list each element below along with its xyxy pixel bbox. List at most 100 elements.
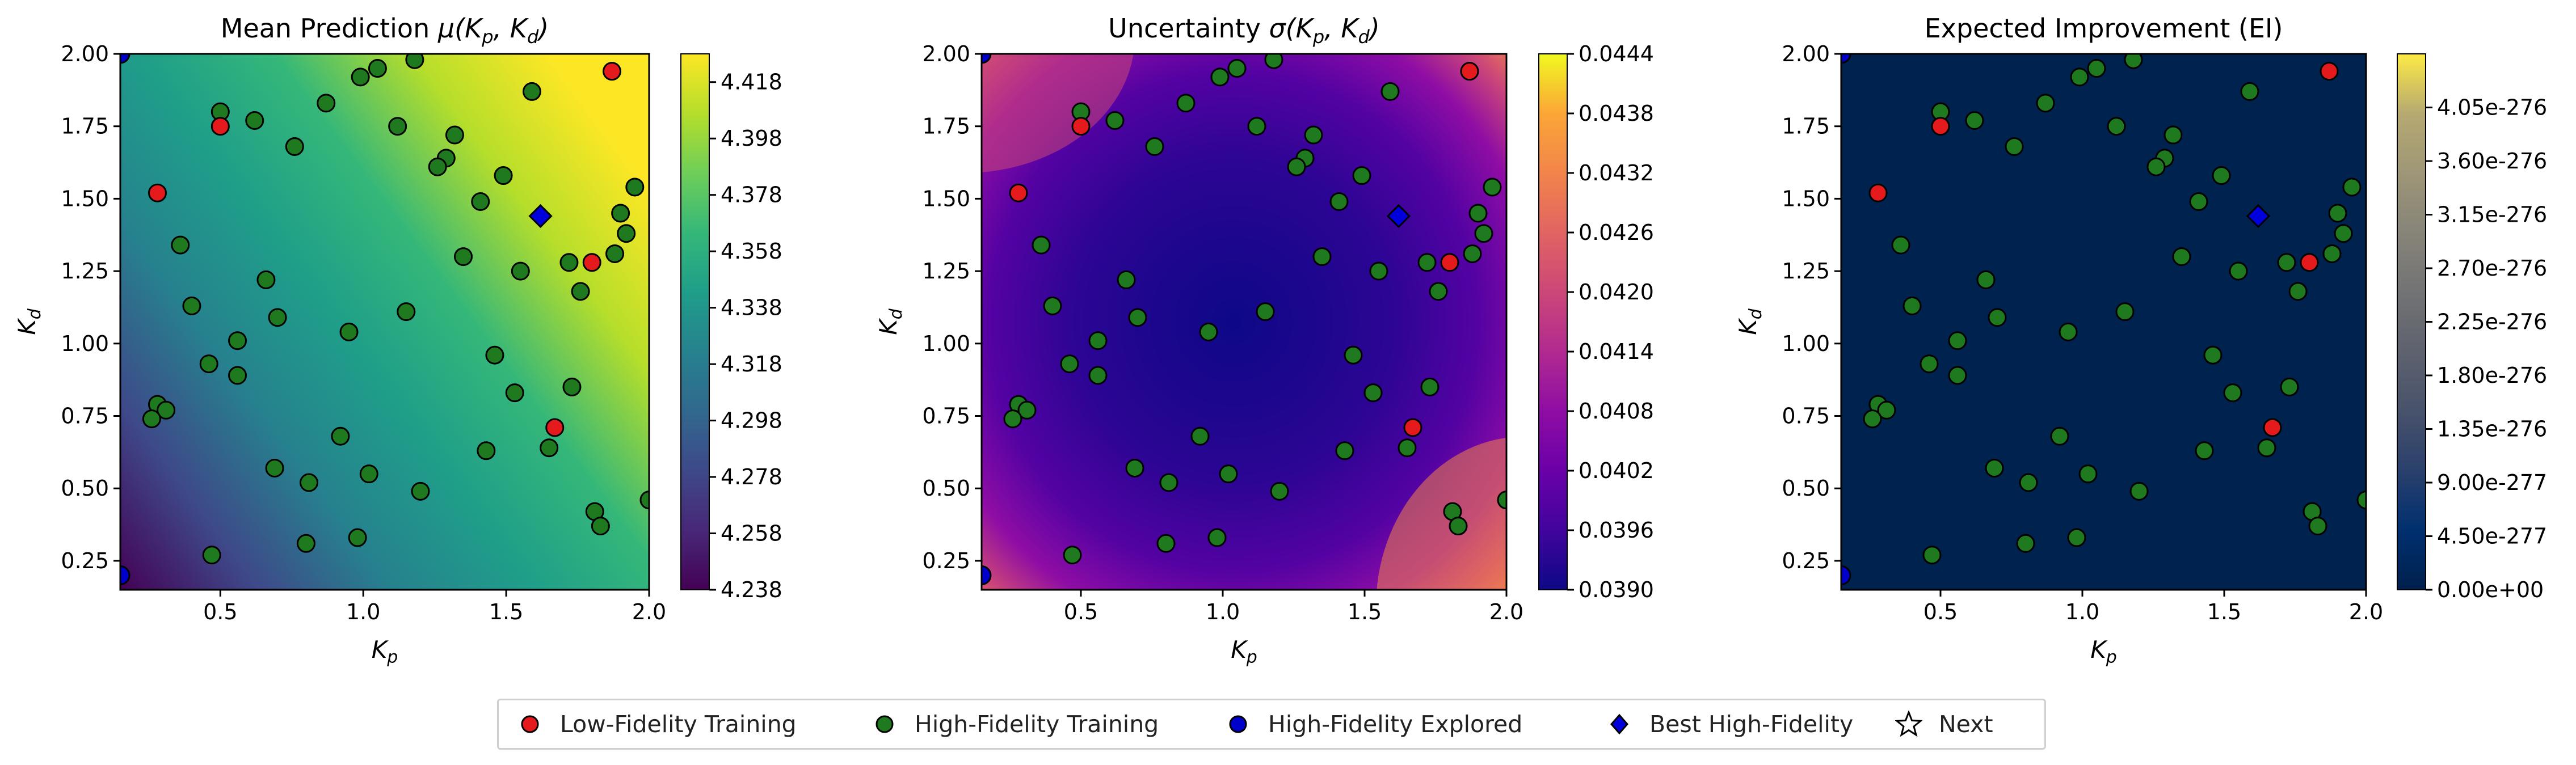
low-fidelity-point xyxy=(603,62,622,81)
high-fidelity-point xyxy=(1497,491,1506,510)
legend-item-low-fidelity: Low-Fidelity Training xyxy=(510,700,797,748)
colorbar-tick-label: 4.258 xyxy=(721,521,782,546)
y-tick-label: 2.00 xyxy=(922,41,970,66)
high-fidelity-point xyxy=(339,322,359,341)
x-tick-label: 1.5 xyxy=(2207,599,2241,624)
high-fidelity-point xyxy=(1312,247,1332,267)
y-tick-label: 1.75 xyxy=(61,114,109,139)
legend-item-high-fidelity-explored: High-Fidelity Explored xyxy=(1218,700,1522,748)
high-fidelity-point xyxy=(2308,517,2327,536)
y-tick-label: 1.75 xyxy=(922,114,970,139)
high-fidelity-point xyxy=(2036,94,2055,113)
x-tick-label: 0.5 xyxy=(203,599,237,624)
high-fidelity-point xyxy=(625,177,645,197)
high-fidelity-point xyxy=(1976,270,1996,289)
colorbar-tick-label: 0.0390 xyxy=(1579,577,1654,602)
high-fidelity-point xyxy=(2288,282,2308,301)
legend-label: High-Fidelity Explored xyxy=(1268,711,1523,738)
high-fidelity-point xyxy=(1902,296,1922,315)
high-fidelity-point xyxy=(1088,366,1108,385)
low-fidelity-point xyxy=(148,183,167,202)
explored-point xyxy=(982,54,992,64)
y-tick-label: 0.25 xyxy=(1782,548,1830,573)
colorbar-tick-label: 0.0396 xyxy=(1579,518,1654,543)
legend-marker-high-fidelity xyxy=(865,700,904,748)
colorbar: 4.238 4.258 4.278 4.298 4.318 4.338 4.358 4.378… xyxy=(680,53,782,602)
high-fidelity-point xyxy=(411,481,430,501)
high-fidelity-point xyxy=(522,82,541,101)
high-fidelity-point xyxy=(2019,473,2038,492)
high-fidelity-point xyxy=(405,54,424,69)
high-fidelity-point xyxy=(1988,308,2007,327)
explored-point xyxy=(1841,54,1851,64)
high-fidelity-point xyxy=(202,546,221,565)
high-fidelity-point xyxy=(285,137,304,156)
y-tick-label: 2.00 xyxy=(1782,41,1830,66)
high-fidelity-point xyxy=(228,331,247,350)
high-fidelity-point xyxy=(2050,426,2069,446)
heatmap-field xyxy=(120,54,649,590)
colorbar-tick-label: 0.0444 xyxy=(1579,41,1654,66)
colorbar-tick-label: 0.0408 xyxy=(1579,399,1654,424)
colorbar-tick-label: 4.418 xyxy=(721,70,782,95)
y-tick-label: 0.25 xyxy=(61,548,109,573)
colorbar-tick-label: 0.0420 xyxy=(1579,280,1654,305)
high-fidelity-point xyxy=(1468,204,1488,223)
x-tick-label: 2.0 xyxy=(632,599,666,624)
high-fidelity-point xyxy=(2070,67,2089,87)
low-fidelity-point xyxy=(1868,183,1888,202)
colorbar-tick-label: 0.00e+00 xyxy=(2437,577,2544,602)
low-fidelity-point xyxy=(211,117,230,136)
high-fidelity-point xyxy=(2087,59,2106,78)
high-fidelity-point xyxy=(1063,546,1082,565)
high-fidelity-point xyxy=(256,270,276,289)
high-fidelity-point xyxy=(296,534,315,553)
chart-title: Mean Prediction μ(Kp, Kd) xyxy=(221,13,549,48)
high-fidelity-point xyxy=(2257,438,2276,458)
y-tick-label: 1.25 xyxy=(61,259,109,284)
high-fidelity-point xyxy=(591,517,610,536)
y-tick-label: 0.25 xyxy=(922,548,970,573)
high-fidelity-point xyxy=(428,157,447,176)
legend-item-next: Next xyxy=(1889,700,1993,748)
high-fidelity-point xyxy=(1380,82,1400,101)
colorbar-tick-label: 4.358 xyxy=(721,239,782,264)
high-fidelity-point xyxy=(505,383,524,403)
high-fidelity-point xyxy=(1256,302,1275,322)
low-fidelity-point xyxy=(2320,62,2339,81)
colorbar-tick-label: 0.0402 xyxy=(1579,458,1654,483)
x-tick-label: 0.5 xyxy=(1064,599,1098,624)
high-fidelity-point xyxy=(2356,491,2366,510)
chart-title: Expected Improvement (EI) xyxy=(1925,13,2283,44)
y-axis-label: Kd xyxy=(1734,308,1766,335)
high-fidelity-point xyxy=(1449,517,1468,536)
low-fidelity-point xyxy=(545,418,565,437)
high-fidelity-point xyxy=(571,282,590,301)
high-fidelity-point xyxy=(142,409,161,429)
high-fidelity-point xyxy=(1060,354,1079,374)
high-fidelity-point xyxy=(1145,137,1164,156)
high-fidelity-point xyxy=(2016,534,2035,553)
y-tick-label: 1.25 xyxy=(922,259,970,284)
y-tick-label: 0.50 xyxy=(1782,476,1830,501)
high-fidelity-point xyxy=(2059,322,2078,341)
uncertainty-corner xyxy=(982,54,1134,172)
high-fidelity-point xyxy=(2334,224,2353,243)
legend-item-high-fidelity: High-Fidelity Training xyxy=(865,700,1159,748)
colorbar-tick-label: 4.50e-277 xyxy=(2437,524,2547,549)
high-fidelity-point xyxy=(1032,235,1051,255)
high-fidelity-point xyxy=(1227,59,1247,78)
colorbar-tick-label: 0.0438 xyxy=(1579,101,1654,126)
high-fidelity-point xyxy=(1156,534,1176,553)
high-fidelity-point xyxy=(494,166,513,185)
legend-item-best-high-fidelity: Best High-Fidelity xyxy=(1600,700,1853,748)
high-fidelity-point xyxy=(2129,481,2149,501)
colorbar-gradient xyxy=(680,53,710,590)
high-fidelity-point xyxy=(1117,270,1136,289)
colorbar-tick-label: 2.70e-276 xyxy=(2437,256,2547,281)
y-tick-label: 1.00 xyxy=(1782,331,1830,356)
low-fidelity-point xyxy=(2300,253,2319,272)
low-fidelity-point xyxy=(582,253,601,272)
x-tick-label: 2.0 xyxy=(2349,599,2383,624)
